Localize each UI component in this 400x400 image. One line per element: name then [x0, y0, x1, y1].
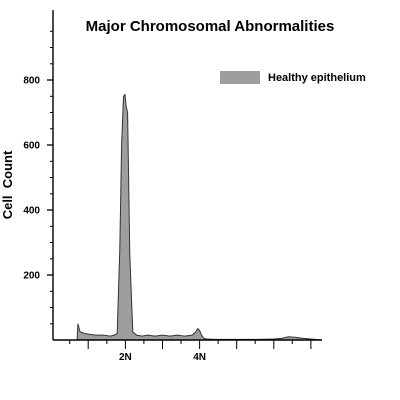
y-tick-label: 800 — [23, 76, 40, 87]
legend-swatch — [220, 71, 260, 84]
legend: Healthy epithelium — [220, 71, 366, 84]
y-ticks: 200 400 600 800 — [23, 76, 53, 282]
series-area — [53, 94, 322, 340]
plot-area — [53, 93, 323, 341]
y-tick-label: 600 — [23, 141, 40, 152]
x-tick-label: 4N — [193, 352, 206, 363]
x-ticks: 2N 4N — [119, 352, 206, 363]
x-tick-label: 2N — [119, 352, 132, 363]
chart-title: Major Chromosomal Abnormalities — [86, 18, 335, 35]
series-line — [53, 93, 323, 341]
y-axis-label: Cell Count — [0, 150, 15, 219]
y-tick-label: 400 — [23, 206, 40, 217]
legend-label: Healthy epithelium — [268, 72, 366, 84]
x-minor-ticks — [69, 340, 312, 349]
y-tick-label: 200 — [23, 271, 40, 282]
